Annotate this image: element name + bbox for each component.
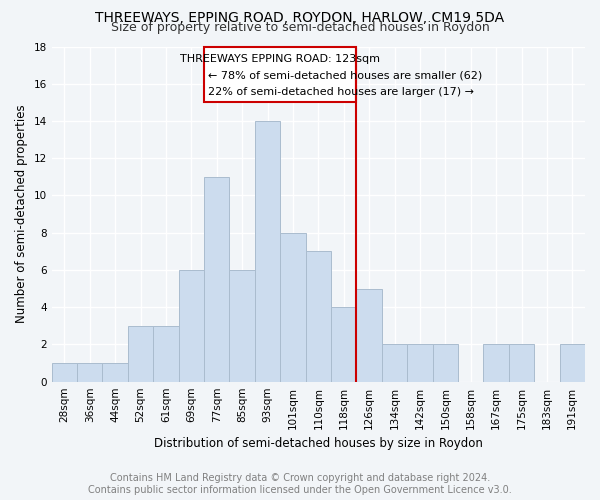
Bar bbox=[560, 344, 585, 382]
Bar bbox=[509, 344, 534, 382]
Text: Size of property relative to semi-detached houses in Roydon: Size of property relative to semi-detach… bbox=[110, 21, 490, 34]
Bar bbox=[153, 326, 179, 382]
Bar bbox=[204, 177, 229, 382]
Text: THREEWAYS, EPPING ROAD, ROYDON, HARLOW, CM19 5DA: THREEWAYS, EPPING ROAD, ROYDON, HARLOW, … bbox=[95, 11, 505, 25]
Bar bbox=[407, 344, 433, 382]
Bar bbox=[331, 307, 356, 382]
Bar bbox=[52, 363, 77, 382]
Bar bbox=[255, 121, 280, 382]
Bar bbox=[433, 344, 458, 382]
FancyBboxPatch shape bbox=[204, 46, 356, 102]
Bar bbox=[179, 270, 204, 382]
Bar bbox=[356, 288, 382, 382]
Bar bbox=[229, 270, 255, 382]
Text: ← 78% of semi-detached houses are smaller (62): ← 78% of semi-detached houses are smalle… bbox=[208, 70, 482, 81]
Text: THREEWAYS EPPING ROAD: 123sqm: THREEWAYS EPPING ROAD: 123sqm bbox=[180, 54, 380, 64]
Bar bbox=[128, 326, 153, 382]
Bar bbox=[77, 363, 103, 382]
Text: 22% of semi-detached houses are larger (17) →: 22% of semi-detached houses are larger (… bbox=[208, 87, 474, 97]
Y-axis label: Number of semi-detached properties: Number of semi-detached properties bbox=[15, 105, 28, 324]
Bar bbox=[484, 344, 509, 382]
Bar bbox=[382, 344, 407, 382]
Text: Contains HM Land Registry data © Crown copyright and database right 2024.
Contai: Contains HM Land Registry data © Crown c… bbox=[88, 474, 512, 495]
Bar bbox=[280, 232, 305, 382]
X-axis label: Distribution of semi-detached houses by size in Roydon: Distribution of semi-detached houses by … bbox=[154, 437, 483, 450]
Bar bbox=[305, 252, 331, 382]
Bar bbox=[103, 363, 128, 382]
